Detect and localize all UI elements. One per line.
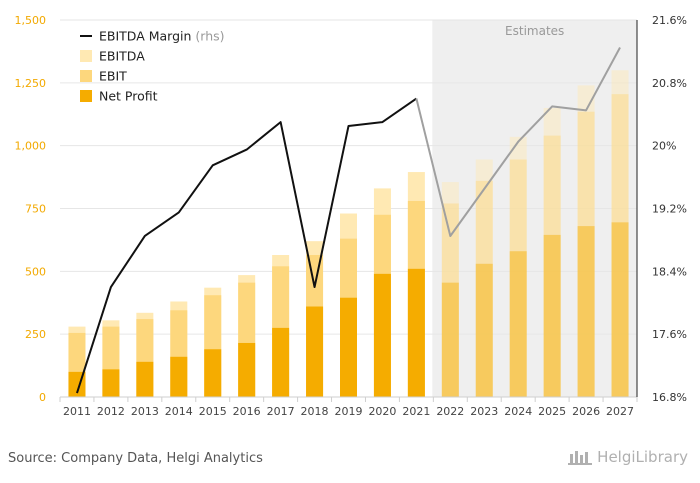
bar-net-profit <box>441 282 459 397</box>
legend-swatch-ebitda <box>80 50 92 62</box>
x-tick-label: 2014 <box>165 405 193 418</box>
brand-name: HelgiLibrary <box>597 448 688 466</box>
x-tick-label: 2021 <box>402 405 430 418</box>
bar-ebitda <box>543 107 561 397</box>
legend-swatch-ebit <box>80 70 92 82</box>
y-left-tick-label: 750 <box>25 203 46 216</box>
bar-net-profit <box>373 273 391 397</box>
x-tick-label: 2015 <box>199 405 227 418</box>
y-left-tick-label: 0 <box>39 391 46 404</box>
legend-label-suffix: (rhs) <box>191 29 224 44</box>
bar-ebit <box>475 180 493 397</box>
axes: 0 250 500 750 1,000 1,250 1,500 16.8% 17.6% 18.4%… <box>15 14 687 418</box>
y-right-tick-label: 16.8% <box>652 391 687 404</box>
bar-net-profit <box>340 297 357 397</box>
bar-net-profit <box>509 251 527 397</box>
bar-ebit <box>441 203 459 397</box>
bar-net-profit <box>407 268 425 397</box>
x-tick-label: 2019 <box>335 405 363 418</box>
y-right-tick-label: 19.2% <box>652 203 687 216</box>
bar-net-profit <box>238 342 256 397</box>
bar-ebit <box>611 94 629 397</box>
ebitda-margin-line <box>76 47 621 394</box>
bar-ebitda <box>577 85 595 397</box>
legend-swatch-net-profit <box>80 90 92 102</box>
bar-ebit <box>543 135 561 397</box>
bar-net-profit <box>306 306 324 397</box>
x-tick-label: 2013 <box>131 405 159 418</box>
y-left-tick-label: 1,500 <box>15 14 47 27</box>
bar-ebit <box>577 111 595 397</box>
y-right-tick-label: 17.6% <box>652 328 687 341</box>
ebitda-margin-line-estimate <box>415 47 621 237</box>
bar-ebitda <box>475 159 493 397</box>
x-tick-label: 2025 <box>538 405 566 418</box>
chart: Estimates 0 250 500 750 1,000 1,250 1,500 16.8%… <box>15 14 687 418</box>
x-tick-label: 2011 <box>63 405 91 418</box>
x-tick-label: 2022 <box>436 405 464 418</box>
x-tick-label: 2024 <box>504 405 532 418</box>
brand-logo: HelgiLibrary <box>567 448 688 466</box>
bar-ebitda <box>441 182 459 397</box>
x-tick-label: 2018 <box>301 405 329 418</box>
legend-label-net-profit: Net Profit <box>99 89 158 104</box>
y-right-tick-label: 20.8% <box>652 77 687 90</box>
y-left-tick-label: 250 <box>25 328 46 341</box>
x-tick-label: 2020 <box>368 405 396 418</box>
bar-net-profit <box>170 356 188 397</box>
bar-ebit <box>509 159 527 397</box>
y-left-tick-label: 1,000 <box>15 140 47 153</box>
bar-net-profit <box>136 361 154 397</box>
bar-net-profit <box>204 349 222 397</box>
bar-ebitda <box>611 70 629 398</box>
source-note: Source: Company Data, Helgi Analytics <box>8 451 263 466</box>
legend-label-ebit: EBIT <box>99 69 127 84</box>
y-right-tick-label: 21.6% <box>652 14 687 27</box>
legend: EBITDA Margin (rhs) EBITDA EBIT Net Profit <box>80 29 225 104</box>
bar-net-profit <box>102 369 120 397</box>
y-right-tick-label: 20% <box>652 140 676 153</box>
legend-label-ebitda: EBITDA <box>99 49 145 64</box>
bar-net-profit <box>475 263 493 397</box>
x-tick-label: 2026 <box>572 405 600 418</box>
bar-ebitda <box>509 136 527 397</box>
bar-net-profit <box>577 226 595 397</box>
x-tick-label: 2017 <box>267 405 295 418</box>
x-tick-label: 2016 <box>233 405 261 418</box>
ebitda-margin-line-actual <box>76 97 417 394</box>
bar-net-profit <box>272 327 290 397</box>
x-tick-label: 2012 <box>97 405 125 418</box>
bars <box>68 70 629 398</box>
legend-label-ebitda-margin: EBITDA Margin (rhs) <box>99 29 225 44</box>
bar-net-profit <box>543 234 561 397</box>
estimates-label: Estimates <box>505 24 564 38</box>
library-icon <box>568 451 593 465</box>
bar-net-profit <box>611 222 629 397</box>
y-left-tick-label: 1,250 <box>15 77 47 90</box>
x-tick-label: 2027 <box>606 405 634 418</box>
x-tick-label: 2023 <box>470 405 498 418</box>
y-left-tick-label: 500 <box>25 265 46 278</box>
y-right-tick-label: 18.4% <box>652 265 687 278</box>
